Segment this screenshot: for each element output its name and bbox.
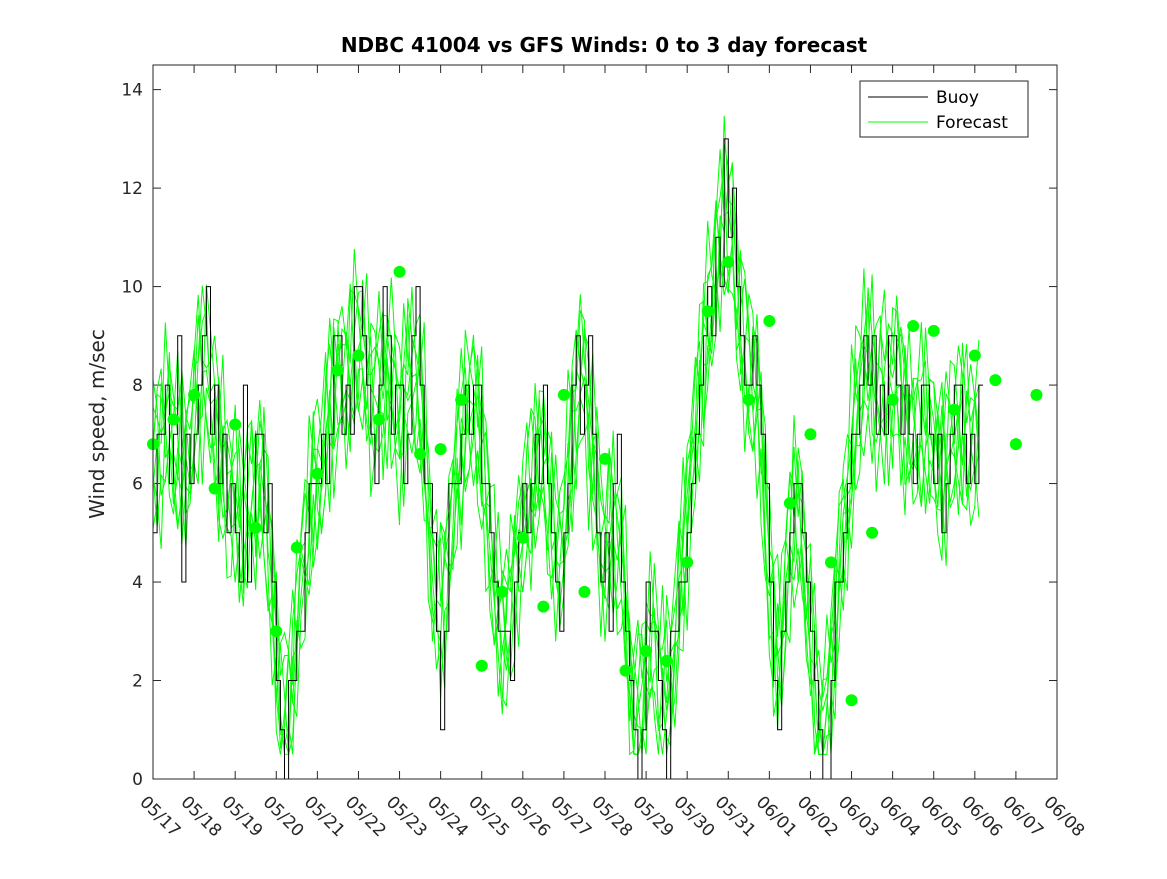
y-axis-label: Wind speed, m/sec: [85, 329, 109, 519]
forecast-marker: [537, 600, 550, 613]
y-tick-label: 14: [121, 81, 143, 101]
plot-area: [153, 65, 1057, 779]
forecast-marker: [249, 521, 262, 534]
forecast-marker: [968, 349, 981, 362]
forecast-marker: [167, 413, 180, 426]
forecast-marker: [886, 393, 899, 406]
forecast-marker: [1030, 388, 1043, 401]
forecast-marker: [414, 448, 427, 461]
y-tick-label: 4: [132, 573, 143, 593]
chart-title: NDBC 41004 vs GFS Winds: 0 to 3 day fore…: [341, 33, 868, 57]
forecast-marker: [557, 388, 570, 401]
forecast-marker: [373, 413, 385, 426]
legend-forecast-label: Forecast: [936, 113, 1008, 133]
forecast-marker: [229, 418, 242, 431]
forecast-marker: [188, 388, 201, 401]
x-tick-label: 06/02: [793, 792, 842, 841]
legend: Buoy Forecast: [859, 80, 1029, 138]
forecast-marker: [475, 659, 488, 672]
forecast-marker: [866, 526, 879, 539]
forecast-marker: [701, 305, 714, 318]
forecast-marker: [825, 556, 837, 569]
forecast-marker: [640, 644, 653, 657]
x-tick-label: 05/21: [300, 792, 349, 841]
forecast-marker: [434, 443, 447, 456]
forecast-line: [152, 144, 980, 755]
forecast-marker: [989, 374, 1002, 387]
x-tick-label: 05/30: [670, 792, 719, 841]
forecast-marker: [742, 393, 755, 406]
x-tick-label: 05/20: [259, 792, 308, 841]
forecast-marker: [331, 364, 344, 377]
x-tick-label: 06/06: [957, 792, 1006, 841]
series-layer: [147, 115, 1043, 780]
forecast-series: [152, 115, 980, 756]
forecast-marker: [208, 482, 221, 495]
forecast-marker: [496, 585, 509, 598]
y-tick-label: 8: [132, 376, 143, 396]
forecast-markers: [147, 255, 1043, 707]
forecast-marker: [455, 393, 468, 406]
x-tick-label: 06/04: [875, 792, 924, 841]
x-tick-label: 05/23: [382, 792, 431, 841]
x-tick-label: 05/29: [629, 792, 678, 841]
y-tick-label: 6: [132, 475, 143, 495]
y-tick-label: 12: [121, 179, 143, 199]
x-tick-label: 05/22: [341, 792, 390, 841]
y-tick-label: 10: [121, 278, 143, 298]
forecast-marker: [907, 319, 920, 332]
x-tick-label: 05/25: [464, 792, 513, 841]
x-tick-label: 05/19: [218, 792, 267, 841]
forecast-marker: [804, 428, 817, 441]
forecast-marker: [311, 467, 324, 480]
x-tick-label: 05/24: [423, 792, 472, 841]
legend-box: [859, 80, 1029, 138]
forecast-marker: [783, 497, 796, 510]
forecast-line: [152, 162, 980, 755]
forecast-marker: [290, 541, 303, 554]
forecast-marker: [352, 349, 365, 362]
forecast-marker: [516, 531, 529, 544]
forecast-marker: [270, 625, 283, 638]
forecast-marker: [578, 585, 591, 598]
y-tick-label: 0: [132, 770, 143, 790]
forecast-marker: [722, 255, 735, 268]
forecast-marker: [393, 265, 406, 278]
x-tick-label: 06/05: [916, 792, 965, 841]
forecast-marker: [619, 664, 632, 677]
forecast-marker: [763, 315, 776, 328]
x-tick-label: 05/26: [505, 792, 554, 841]
x-tick-label: 06/03: [834, 792, 883, 841]
x-tick-label: 06/01: [752, 792, 801, 841]
x-tick-label: 05/28: [587, 792, 636, 841]
x-tick-label: 05/18: [177, 792, 226, 841]
forecast-marker: [660, 654, 673, 667]
forecast-marker: [948, 403, 961, 416]
forecast-marker: [1009, 438, 1022, 451]
forecast-marker: [599, 452, 611, 465]
x-tick-label: 05/27: [546, 792, 595, 841]
x-tick-label: 05/31: [711, 792, 760, 841]
plot-frame: [152, 64, 1058, 780]
forecast-marker: [927, 324, 940, 337]
forecast-marker: [845, 694, 858, 707]
x-tick-label: 05/17: [135, 792, 184, 841]
y-tick-label: 2: [132, 672, 143, 692]
x-tick-label: 06/08: [1039, 792, 1088, 841]
x-tick-label: 06/07: [998, 792, 1047, 841]
forecast-marker: [681, 556, 694, 569]
legend-buoy-label: Buoy: [936, 88, 979, 108]
